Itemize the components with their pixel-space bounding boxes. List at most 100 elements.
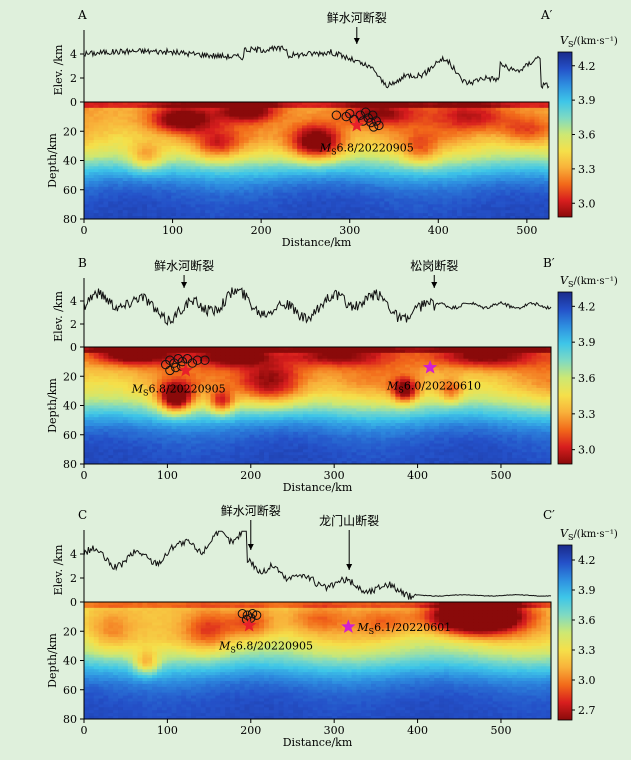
heatmap-cell xyxy=(156,145,163,150)
heatmap-cell xyxy=(447,102,453,106)
heatmap-cell xyxy=(161,189,167,194)
heatmap-cell xyxy=(398,216,405,219)
heatmap-cell xyxy=(254,367,260,371)
heatmap-cell xyxy=(263,195,269,200)
heatmap-cell xyxy=(180,145,187,150)
heatmap-cell xyxy=(458,373,465,377)
heatmap-cell xyxy=(360,192,366,197)
heatmap-cell xyxy=(345,183,351,188)
heatmap-cell xyxy=(122,361,129,366)
heatmap-cell xyxy=(229,163,235,167)
heatmap-cell xyxy=(215,349,221,354)
heatmap-cell xyxy=(161,379,168,383)
heatmap-cell xyxy=(476,204,482,208)
heatmap-cell xyxy=(379,175,385,179)
heatmap-cell xyxy=(263,113,269,118)
heatmap-cell xyxy=(127,361,134,366)
heatmap-cell xyxy=(326,204,332,208)
heatmap-cell xyxy=(151,160,158,165)
heatmap-cell xyxy=(239,183,245,188)
heatmap-cell xyxy=(413,128,419,132)
heatmap-cell xyxy=(132,140,138,144)
heatmap-cell xyxy=(340,137,347,141)
heatmap-cell xyxy=(176,216,182,219)
heatmap-cell xyxy=(340,186,347,191)
heatmap-cell xyxy=(272,160,279,165)
heatmap-cell xyxy=(394,134,400,138)
heatmap-cell xyxy=(437,131,444,135)
heatmap-cell xyxy=(117,192,124,197)
heatmap-cell xyxy=(205,163,211,167)
heatmap-cell xyxy=(263,104,269,109)
heatmap-cell xyxy=(88,140,95,144)
heatmap-cell xyxy=(398,178,405,182)
heatmap-cell xyxy=(471,192,477,197)
heatmap-cell xyxy=(546,355,551,360)
heatmap-cell xyxy=(524,134,531,138)
heatmap-cell xyxy=(229,175,235,179)
heatmap-cell xyxy=(544,160,549,165)
heatmap-cell xyxy=(448,349,455,354)
heatmap-cell xyxy=(413,192,419,197)
heatmap-cell xyxy=(360,175,366,179)
heatmap-cell xyxy=(292,137,298,141)
heatmap-cell xyxy=(350,186,356,191)
heatmap-cell xyxy=(118,355,124,360)
heatmap-cell xyxy=(224,178,230,182)
heatmap-cell xyxy=(364,125,371,129)
heatmap-cell xyxy=(495,104,502,109)
heatmap-cell xyxy=(171,163,177,167)
heatmap-cell xyxy=(531,367,537,371)
heatmap-cell xyxy=(108,151,114,156)
heatmap-cell xyxy=(137,172,143,176)
heatmap-cell xyxy=(219,201,226,205)
heatmap-cell xyxy=(292,119,298,124)
heatmap-cell xyxy=(297,157,303,162)
heatmap-cell xyxy=(209,110,216,115)
heatmap-cell xyxy=(272,186,279,191)
heatmap-cell xyxy=(152,379,158,383)
heatmap-cell xyxy=(539,216,545,219)
heatmap-cell xyxy=(360,207,366,211)
heatmap-cell xyxy=(487,358,494,363)
heatmap-cell xyxy=(463,347,469,351)
heatmap-cell xyxy=(209,213,216,217)
heatmap-cell xyxy=(529,107,536,112)
heatmap-cell xyxy=(403,145,410,150)
heatmap-cell xyxy=(437,122,444,126)
heatmap-cell xyxy=(156,198,163,203)
heatmap-cell xyxy=(418,140,424,144)
heatmap-cell xyxy=(403,180,410,185)
heatmap-cell xyxy=(360,134,366,138)
heatmap-cell xyxy=(544,148,549,153)
heatmap-cell xyxy=(346,367,353,371)
heatmap-cell xyxy=(156,163,163,167)
panel-label: A xyxy=(77,8,87,22)
heatmap-cell xyxy=(132,367,139,371)
heatmap-cell xyxy=(311,134,318,138)
heatmap-cell xyxy=(429,352,435,357)
heatmap-cell xyxy=(200,178,206,182)
heatmap-cell xyxy=(84,157,90,162)
heatmap-cell xyxy=(519,151,526,156)
heatmap-cell xyxy=(229,210,235,214)
heatmap-cell xyxy=(277,145,284,150)
heatmap-cell xyxy=(447,140,453,144)
heatmap-cell xyxy=(234,104,240,109)
heatmap-cell xyxy=(371,352,377,357)
heatmap-cell xyxy=(152,349,158,354)
heatmap-cell xyxy=(161,110,167,115)
heatmap-cell xyxy=(481,160,487,165)
heatmap-cell xyxy=(224,204,230,208)
heatmap-cell xyxy=(341,347,348,351)
heatmap-cell xyxy=(142,204,148,208)
heatmap-cell xyxy=(466,195,473,200)
heatmap-cell xyxy=(515,102,521,106)
heatmap-cell xyxy=(268,204,274,208)
heatmap-cell xyxy=(326,183,332,188)
heatmap-cell xyxy=(200,140,206,144)
heatmap-cell xyxy=(117,216,124,219)
heatmap-cell xyxy=(103,367,109,371)
heatmap-cell xyxy=(486,107,492,112)
heatmap-cell xyxy=(209,160,216,165)
